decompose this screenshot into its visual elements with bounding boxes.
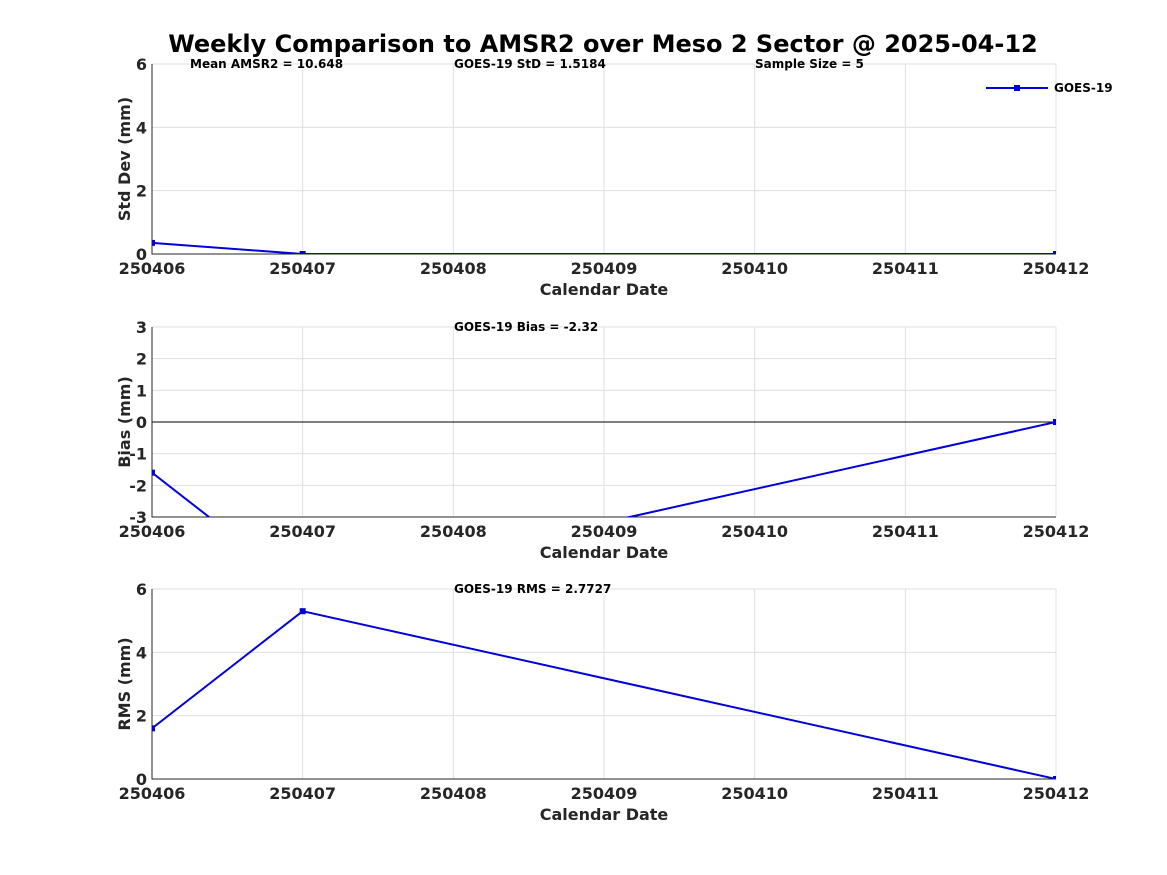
x-tick-label: 250407 — [269, 784, 336, 803]
data-point — [1053, 776, 1056, 779]
x-tick-label: 250411 — [872, 784, 939, 803]
x-tick-label: 250412 — [1023, 784, 1090, 803]
stat-annotation: GOES-19 RMS = 2.7727 — [454, 582, 611, 596]
x-axis-label: Calendar Date — [540, 280, 669, 299]
chart-panel-1: 250406 250407 250408 250409 250410 250411 2504… — [115, 55, 1113, 299]
data-point — [299, 608, 306, 615]
y-tick-label: 2 — [136, 182, 147, 201]
x-axis-label: Calendar Date — [540, 543, 669, 562]
y-axis-label: Bias (mm) — [115, 376, 134, 468]
figure-title: Weekly Comparison to AMSR2 over Meso 2 S… — [168, 30, 1037, 58]
x-tick-label: 250407 — [269, 259, 336, 278]
axis-lines — [151, 327, 1056, 518]
axis-lines — [151, 589, 1056, 780]
y-axis-label: RMS (mm) — [115, 637, 134, 730]
stat-annotation: Sample Size = 5 — [755, 57, 864, 71]
y-tick-label: 2 — [136, 707, 147, 726]
x-tick-label: 250407 — [269, 522, 336, 541]
x-tick-label: 250412 — [1023, 522, 1090, 541]
x-tick-label: 250408 — [420, 522, 487, 541]
panels: 250406 250407 250408 250409 250410 250411 2504… — [115, 55, 1113, 824]
y-tick-label: -2 — [129, 476, 147, 495]
y-tick-label: 6 — [136, 55, 147, 74]
stat-annotation: GOES-19 Bias = -2.32 — [454, 320, 598, 334]
stat-annotation: Mean AMSR2 = 10.648 — [190, 57, 343, 71]
x-tick-label: 250411 — [872, 259, 939, 278]
grid — [151, 588, 1057, 780]
y-axis-label: Std Dev (mm) — [115, 97, 134, 221]
series-goes-19 — [152, 239, 1056, 254]
y-tick-label: 6 — [136, 580, 147, 599]
x-tick-label: 250406 — [119, 784, 186, 803]
legend-label: GOES-19 — [1054, 81, 1113, 95]
y-tick-label: 0 — [136, 245, 147, 264]
data-point — [299, 251, 306, 254]
y-tick-label: 2 — [136, 350, 147, 369]
legend-marker — [1014, 85, 1020, 91]
x-tick-label: 250410 — [721, 522, 788, 541]
x-tick-label: 250410 — [721, 784, 788, 803]
y-tick-label: 0 — [136, 770, 147, 789]
x-tick-label: 250408 — [420, 784, 487, 803]
y-tick-label: 4 — [136, 643, 147, 662]
x-tick-label: 250409 — [571, 259, 638, 278]
y-tick-label: 0 — [136, 413, 147, 432]
data-point — [152, 725, 155, 732]
data-point — [1053, 251, 1056, 254]
legend: GOES-19 — [986, 81, 1113, 95]
y-tick-label: 4 — [136, 118, 147, 137]
chart-panel-2: 250406 250407 250408 250409 250410 250411 2504… — [115, 318, 1090, 562]
y-tick-label: -3 — [129, 508, 147, 527]
x-tick-label: 250412 — [1023, 259, 1090, 278]
x-tick-label: 250406 — [119, 522, 186, 541]
x-tick-label: 250409 — [571, 784, 638, 803]
data-point — [152, 239, 155, 246]
y-tick-label: 1 — [136, 381, 147, 400]
series-line — [152, 421, 1056, 517]
y-tick-label: 3 — [136, 318, 147, 337]
grid — [151, 63, 1057, 255]
stat-annotation: GOES-19 StD = 1.5184 — [454, 57, 606, 71]
series-goes-19 — [152, 608, 1056, 779]
data-point — [1053, 419, 1056, 425]
y-tick-label: -1 — [129, 445, 147, 464]
series-goes-19 — [152, 419, 1056, 517]
x-tick-label: 250408 — [420, 259, 487, 278]
series-line — [152, 241, 1056, 254]
x-tick-label: 250406 — [119, 259, 186, 278]
chart-panel-3: 250406 250407 250408 250409 250410 250411 2504… — [115, 580, 1089, 824]
data-point — [152, 469, 155, 476]
x-tick-label: 250411 — [872, 522, 939, 541]
x-axis-label: Calendar Date — [540, 805, 669, 824]
x-tick-label: 250410 — [721, 259, 788, 278]
x-tick-label: 250409 — [571, 522, 638, 541]
